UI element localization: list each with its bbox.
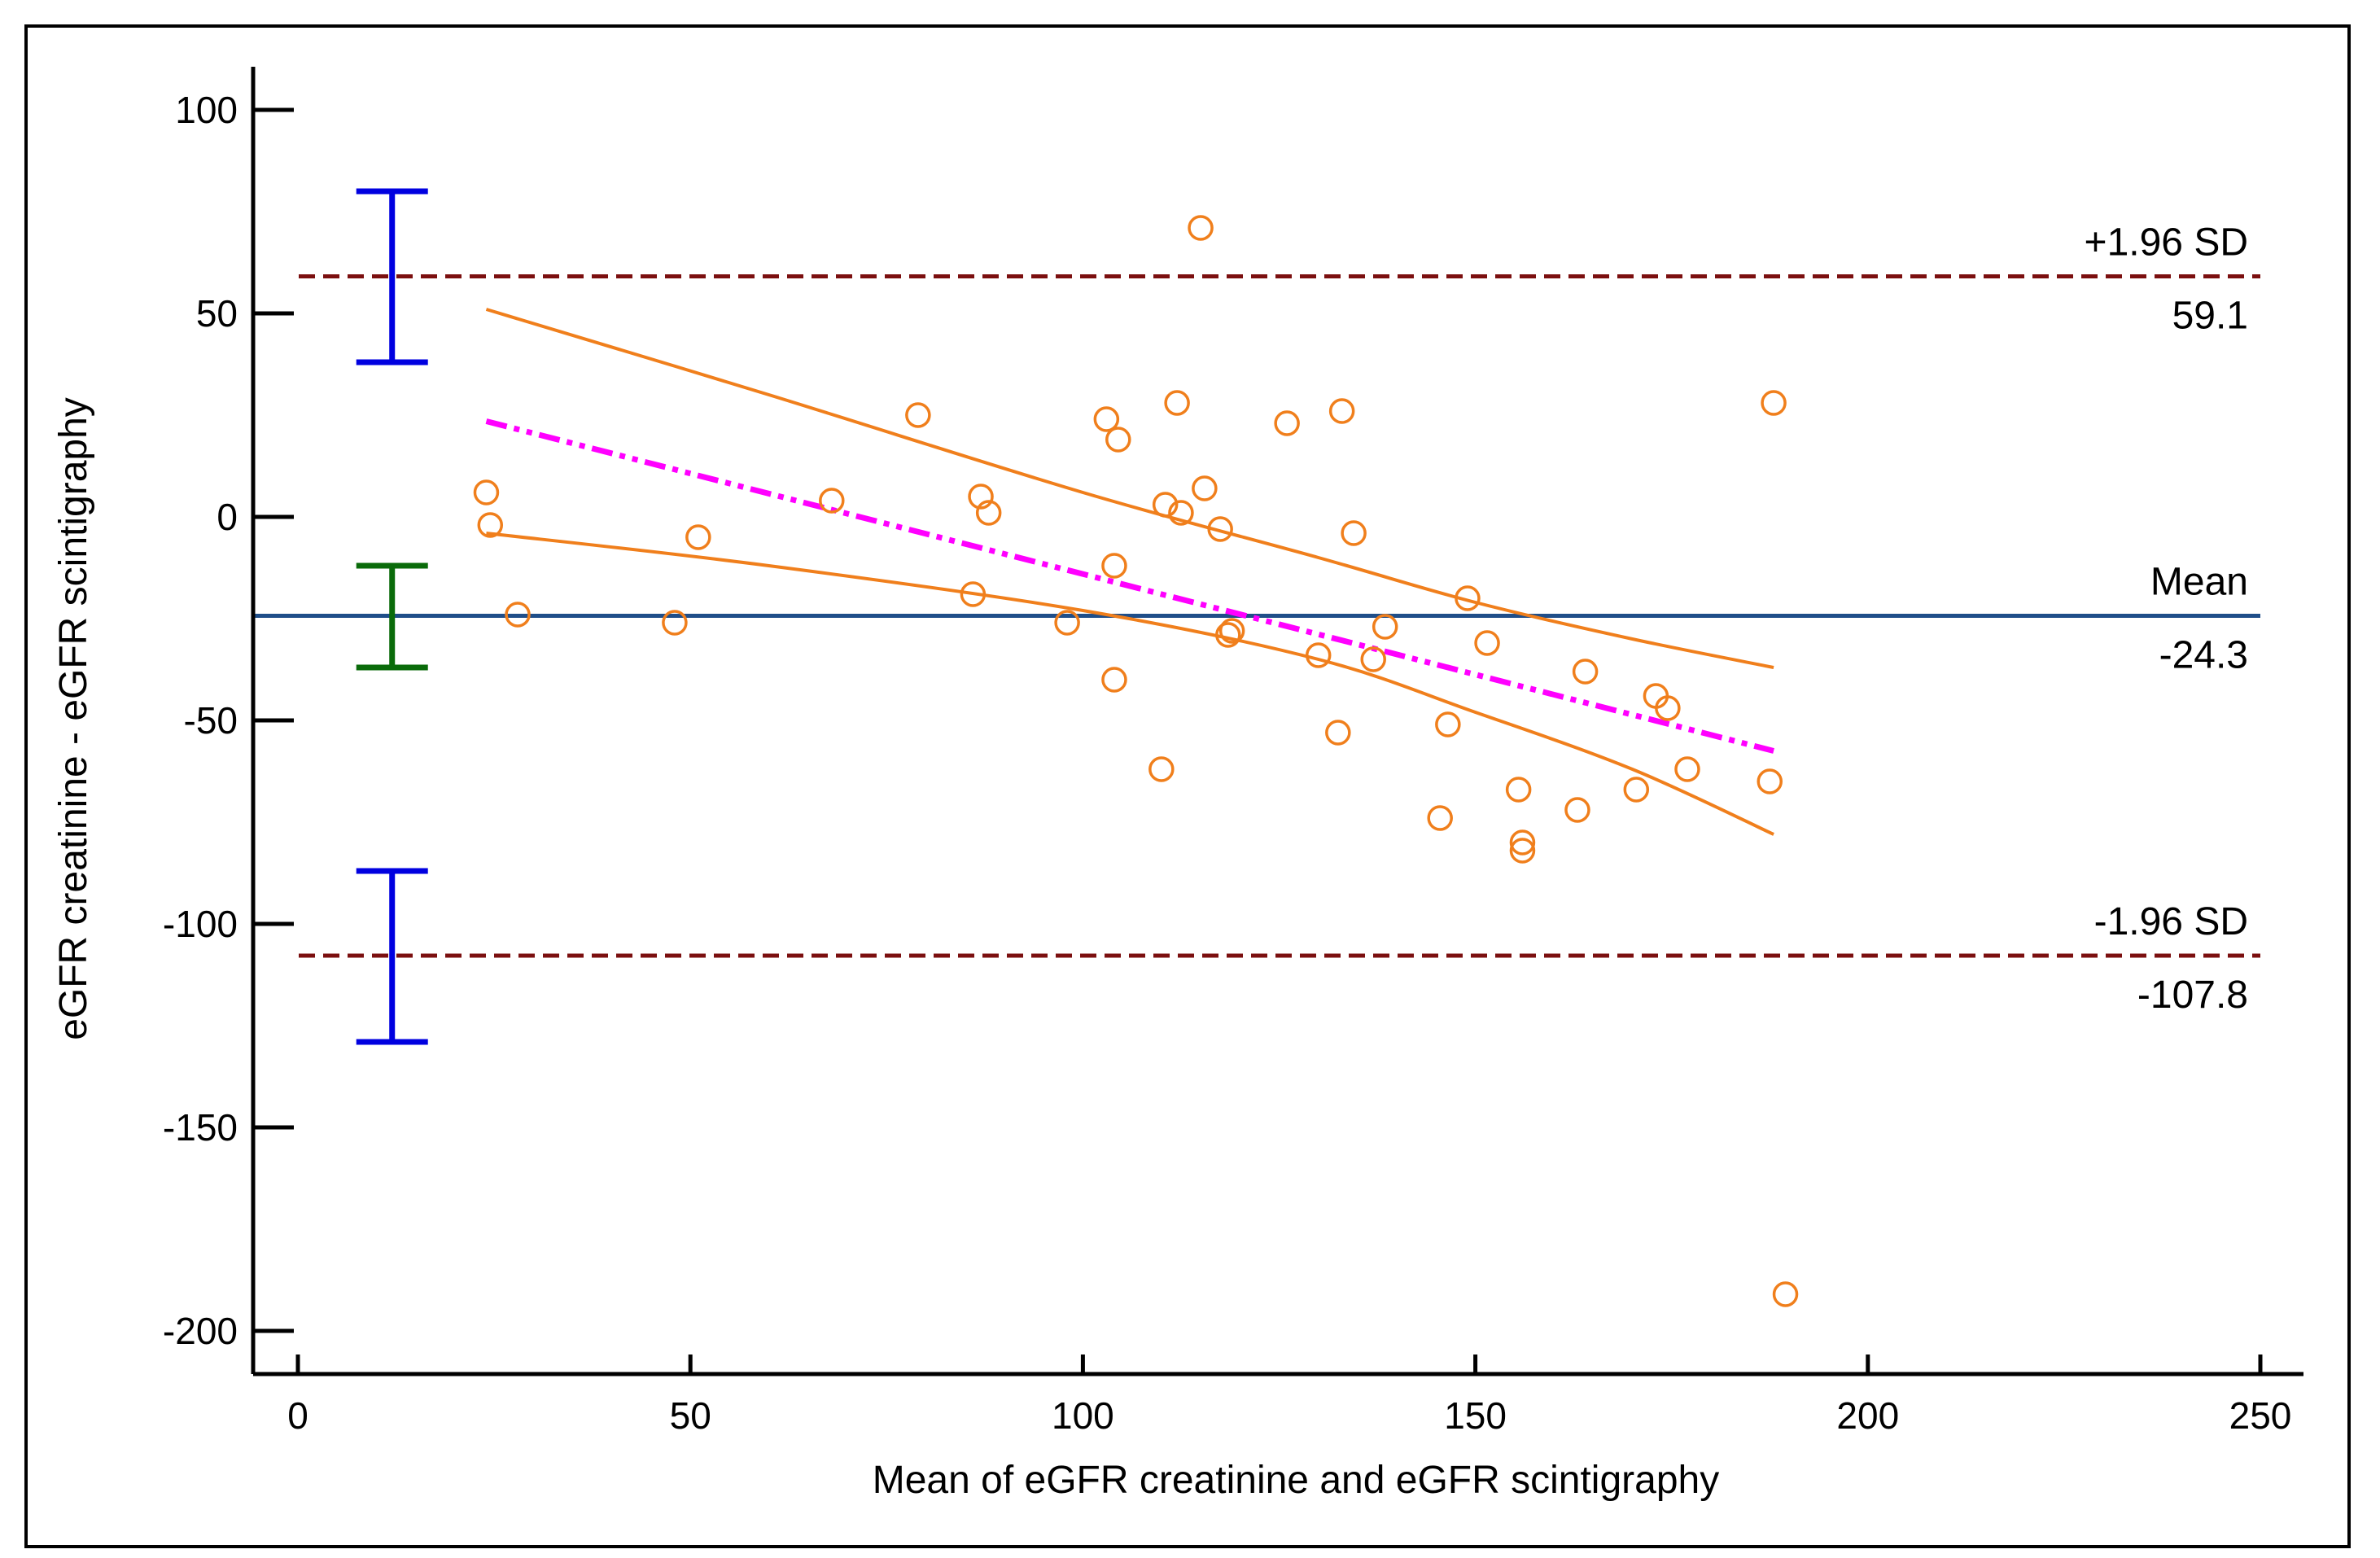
y-tick-label: -50 <box>184 699 238 742</box>
x-tick-label: 100 <box>1052 1394 1114 1437</box>
lower-loa-value: -107.8 <box>2137 974 2248 1017</box>
data-point <box>1655 695 1681 721</box>
data-point <box>1148 756 1175 782</box>
ci-upper-curve <box>485 308 1774 669</box>
data-points <box>473 215 1799 1307</box>
data-point <box>1509 838 1536 864</box>
y-tick-label: -200 <box>163 1310 238 1352</box>
data-point <box>1505 777 1532 803</box>
data-point <box>960 581 987 607</box>
data-point <box>1761 390 1787 416</box>
data-point <box>968 484 994 510</box>
mean-label: Mean <box>2150 561 2248 604</box>
x-tick-label: 200 <box>1836 1394 1899 1437</box>
regression-line-group <box>485 418 1774 754</box>
data-point <box>1215 622 1241 648</box>
data-point <box>1152 492 1179 518</box>
x-tick-label: 50 <box>670 1394 711 1437</box>
mean-value: -24.3 <box>2159 634 2248 677</box>
data-point <box>1572 659 1599 685</box>
upper-loa-value: 59.1 <box>2172 295 2248 338</box>
data-point <box>1218 618 1245 644</box>
data-point <box>1168 500 1194 526</box>
data-point <box>1564 797 1590 823</box>
data-point <box>473 479 500 505</box>
data-point <box>1427 805 1453 831</box>
data-point <box>1325 720 1351 746</box>
y-tick-label: 50 <box>196 292 238 335</box>
data-point <box>1623 777 1650 803</box>
data-point <box>1093 406 1120 432</box>
figure-frame <box>24 24 2351 1548</box>
lower-loa-label: -1.96 SD <box>2094 900 2248 943</box>
data-point <box>662 610 688 636</box>
data-point <box>1341 520 1367 546</box>
data-point <box>905 402 931 428</box>
data-point <box>819 488 845 514</box>
data-point <box>975 500 1002 526</box>
data-point <box>1101 667 1127 693</box>
y-tick-label: -150 <box>163 1106 238 1149</box>
x-tick-label: 0 <box>287 1394 308 1437</box>
data-point <box>1674 756 1700 782</box>
confidence-band <box>485 308 1774 836</box>
y-tick-label: 0 <box>217 496 238 538</box>
regression-line <box>485 418 1774 754</box>
data-point <box>1509 829 1536 856</box>
data-point <box>1360 646 1386 672</box>
y-tick-label: -100 <box>163 903 238 945</box>
data-point <box>1372 614 1398 640</box>
data-point <box>1435 711 1461 737</box>
x-tick-label: 250 <box>2229 1394 2292 1437</box>
x-axis-title: Mean of eGFR creatinine and eGFR scintig… <box>873 1459 1719 1502</box>
data-point <box>1054 610 1080 636</box>
data-point <box>1101 553 1127 579</box>
data-point <box>1164 390 1190 416</box>
axes: 0 50 100 150 200 250 -200 -150 -100 -50 0 50 100 <box>163 67 2303 1437</box>
x-tick-label: 150 <box>1444 1394 1507 1437</box>
data-point <box>1772 1281 1799 1307</box>
ci-lower-curve <box>486 532 1774 836</box>
data-point <box>1105 427 1131 453</box>
error-bars <box>356 188 428 1045</box>
data-point <box>1474 630 1500 656</box>
data-point <box>1188 215 1214 241</box>
data-point <box>1757 768 1783 794</box>
data-point <box>1274 410 1300 436</box>
data-point <box>505 602 531 628</box>
reference-labels: +1.96 SD 59.1 Mean -24.3 -1.96 SD -107.8 <box>2085 221 2248 1018</box>
data-point <box>1192 475 1218 501</box>
y-axis-title: eGFR creatinine - eGFR scintigraphy <box>52 397 95 1040</box>
y-tick-label: 100 <box>175 89 238 131</box>
data-point <box>685 524 711 550</box>
upper-loa-label: +1.96 SD <box>2085 221 2248 265</box>
data-point <box>477 512 504 538</box>
data-point <box>1455 585 1481 611</box>
data-point <box>1328 398 1355 424</box>
data-point <box>1305 642 1332 668</box>
data-point <box>1207 516 1233 542</box>
